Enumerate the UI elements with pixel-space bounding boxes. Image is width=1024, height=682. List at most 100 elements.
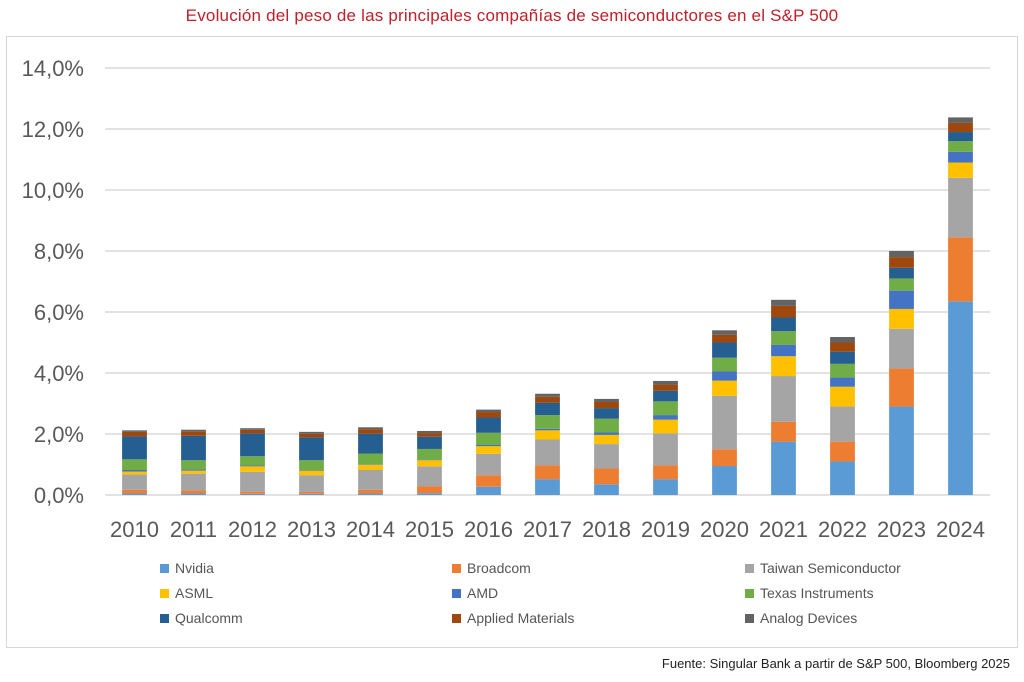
bar-segment	[771, 356, 796, 377]
bar-segment	[830, 351, 855, 364]
legend-label: Texas Instruments	[760, 585, 874, 601]
bar-segment	[476, 412, 501, 418]
bar-segment	[653, 390, 678, 402]
x-tick-label: 2014	[346, 517, 395, 542]
bar-segment	[299, 433, 324, 438]
y-axis-ticks: 0,0% 2,0% 4,0% 6,0% 8,0% 10,0% 12,0% 14,0%	[22, 56, 84, 508]
bar-segment	[653, 433, 678, 466]
legend-swatch	[160, 563, 169, 573]
bar-segment	[594, 398, 619, 402]
bar-segment	[889, 308, 914, 329]
bar-segment	[948, 162, 973, 178]
x-tick-label: 2024	[936, 517, 985, 542]
bar-segment	[240, 428, 265, 430]
y-tick-label: 4,0%	[34, 361, 84, 386]
chart-title: Evolución del peso de las principales co…	[185, 6, 839, 25]
bar-segment	[830, 441, 855, 462]
bar-segment	[712, 466, 737, 495]
bar-segment	[712, 334, 737, 343]
legend-swatch	[745, 588, 754, 598]
source-note: Fuente: Singular Bank a partir de S&P 50…	[661, 656, 1010, 671]
bar-segment	[476, 409, 501, 413]
legend-swatch	[160, 588, 169, 598]
bar-segment	[889, 290, 914, 309]
bar-segment	[889, 251, 914, 258]
bar-segment	[535, 439, 560, 466]
bar-segment	[830, 363, 855, 378]
bar-segment	[181, 470, 206, 474]
legend-item: Applied Materials	[452, 610, 574, 626]
bar-segment	[771, 441, 796, 495]
bar-segment	[122, 431, 147, 437]
x-tick-label: 2023	[877, 517, 926, 542]
y-tick-label: 6,0%	[34, 300, 84, 325]
bar-segment	[181, 493, 206, 495]
bar-segment	[240, 456, 265, 466]
bar-segment	[653, 479, 678, 495]
bar-segment	[653, 384, 678, 391]
bar-segment	[417, 460, 442, 467]
bar-segment	[299, 431, 324, 434]
bar-segment	[712, 371, 737, 381]
bar-segment	[122, 430, 147, 432]
bar-segment	[948, 117, 973, 123]
bar-segment	[535, 479, 560, 495]
bar-segment	[299, 491, 324, 494]
x-tick-label: 2013	[287, 517, 336, 542]
legend-swatch	[452, 588, 461, 598]
bar-segment	[712, 357, 737, 372]
bar-segment	[358, 469, 383, 490]
bar-segment	[240, 493, 265, 495]
bar-segment	[358, 453, 383, 465]
legend-label: Taiwan Semiconductor	[760, 560, 901, 576]
bar-segment	[889, 328, 914, 369]
bar-segment	[653, 465, 678, 480]
bar-segment	[417, 459, 442, 461]
bar-segment	[299, 437, 324, 461]
legend-item: Taiwan Semiconductor	[745, 560, 901, 576]
bar-segment	[181, 460, 206, 470]
legend-item: AMD	[452, 585, 498, 601]
bar-segment	[712, 342, 737, 358]
bar-segment	[181, 429, 206, 432]
bar-segment	[299, 493, 324, 495]
bar-segment	[830, 377, 855, 387]
bar-segment	[122, 474, 147, 490]
bar-segment	[594, 444, 619, 469]
legend-label: ASML	[175, 585, 214, 601]
legend-label: Broadcom	[467, 560, 531, 576]
bar-segment	[417, 493, 442, 495]
bar-segment	[712, 449, 737, 467]
legend-item: Qualcomm	[160, 610, 243, 626]
bar-segment	[653, 401, 678, 416]
bar-segment	[181, 431, 206, 436]
bar-segment	[948, 132, 973, 142]
bar-segment	[240, 471, 265, 492]
legend-label: Qualcomm	[175, 610, 243, 626]
x-tick-label: 2010	[110, 517, 159, 542]
bar-segment	[535, 396, 560, 403]
bar-segment	[830, 461, 855, 495]
bar-segment	[122, 493, 147, 495]
bar-segment	[948, 141, 973, 152]
legend-swatch	[745, 613, 754, 623]
y-tick-label: 0,0%	[34, 483, 84, 508]
x-axis-ticks: 2010 2011 2012 2013 2014 2015 2016 2017 2018 2019…	[110, 517, 985, 542]
bar-segment	[122, 469, 147, 472]
bar-segment	[417, 430, 442, 434]
x-tick-label: 2021	[759, 517, 808, 542]
bar-segment	[358, 433, 383, 454]
bars	[122, 117, 973, 495]
legend-label: AMD	[467, 585, 499, 601]
x-tick-label: 2019	[641, 517, 690, 542]
bar-segment	[181, 469, 206, 471]
bar-segment	[889, 406, 914, 495]
bar-segment	[535, 428, 560, 431]
bar-segment	[535, 415, 560, 429]
x-tick-label: 2011	[170, 517, 217, 542]
y-tick-label: 2,0%	[34, 422, 84, 447]
bar-segment	[358, 464, 383, 465]
y-tick-label: 10,0%	[22, 178, 84, 203]
x-tick-label: 2017	[523, 517, 572, 542]
